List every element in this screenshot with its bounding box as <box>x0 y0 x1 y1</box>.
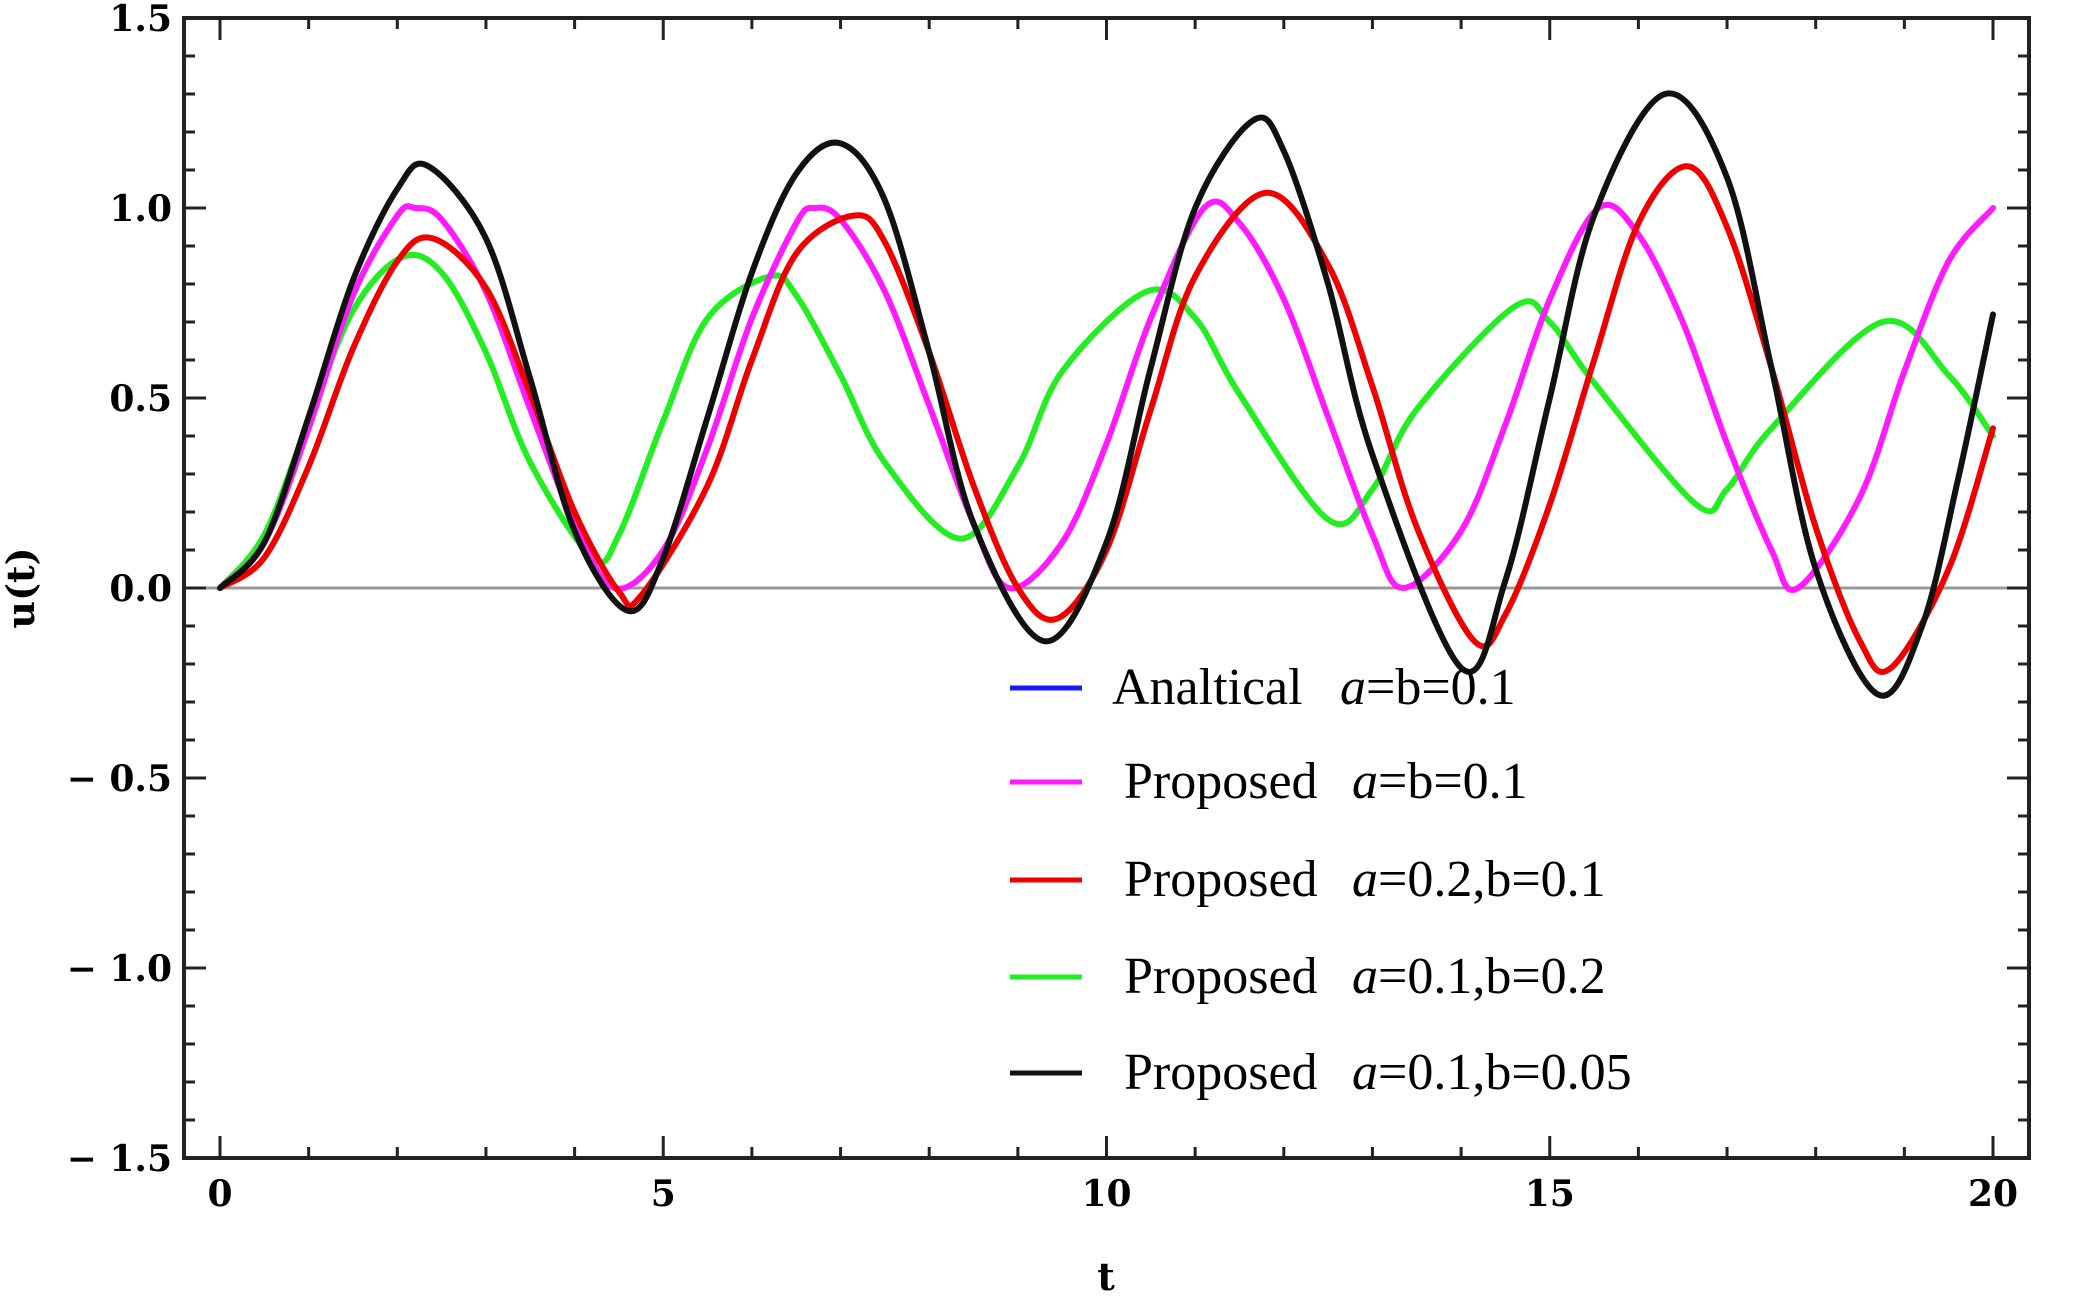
y-axis-label: u(t) <box>0 547 43 628</box>
legend-series-name: Proposed <box>1124 753 1318 810</box>
series-line-4 <box>217 90 1996 699</box>
legend-series-param: a=b=0.1 <box>1340 659 1516 716</box>
legend-series-param: a=b=0.1 <box>1352 753 1528 810</box>
legend-series-param: a=0.1,b=0.2 <box>1352 948 1606 1005</box>
x-ticks: 0 5 10 15 20 <box>207 18 2018 1215</box>
series-line-1 <box>217 198 1996 593</box>
legend-param-value: =b=0.1 <box>1378 753 1528 810</box>
x-tick-label: 20 <box>1968 1173 2018 1215</box>
x-tick-label: 0 <box>207 1173 232 1215</box>
y-ticks: 1.5 1.0 0.5 0.0 − 0.5 − 1.0 − 1.5 <box>67 0 2029 1180</box>
y-tick-label: − 0.5 <box>67 758 172 800</box>
legend-param-symbol: a <box>1352 948 1378 1005</box>
legend-series-name: Analtical <box>1112 659 1303 716</box>
legend-series-name: Proposed <box>1124 1044 1318 1101</box>
legend-series-name: Proposed <box>1124 851 1318 908</box>
x-tick-label: 15 <box>1525 1173 1575 1215</box>
series-line-2 <box>217 163 1996 675</box>
y-tick-label: 0.5 <box>109 378 172 420</box>
x-axis-label: t <box>1097 1254 1115 1298</box>
series-layer <box>217 90 1996 699</box>
y-tick-label: − 1.0 <box>67 948 172 990</box>
x-tick-label: 10 <box>1081 1173 1131 1215</box>
series-line-3 <box>217 251 1996 591</box>
y-tick-label: 0.0 <box>109 568 172 610</box>
y-tick-label: − 1.5 <box>67 1138 172 1180</box>
legend-param-symbol: a <box>1352 851 1378 908</box>
legend-param-value: =0.2,b=0.1 <box>1378 851 1606 908</box>
legend-series-param: a=0.1,b=0.05 <box>1352 1044 1632 1101</box>
x-tick-label: 5 <box>651 1173 676 1215</box>
legend-param-symbol: a <box>1352 753 1378 810</box>
legend-param-value: =0.1,b=0.05 <box>1378 1044 1632 1101</box>
legend-param-value: =b=0.1 <box>1366 659 1516 716</box>
legend-param-symbol: a <box>1340 659 1366 716</box>
legend-series-param: a=0.2,b=0.1 <box>1352 851 1606 908</box>
y-tick-label: 1.5 <box>109 0 172 40</box>
legend-series-name: Proposed <box>1124 948 1318 1005</box>
y-tick-label: 1.0 <box>109 188 172 230</box>
legend-param-value: =0.1,b=0.2 <box>1378 948 1606 1005</box>
legend-param-symbol: a <box>1352 1044 1378 1101</box>
